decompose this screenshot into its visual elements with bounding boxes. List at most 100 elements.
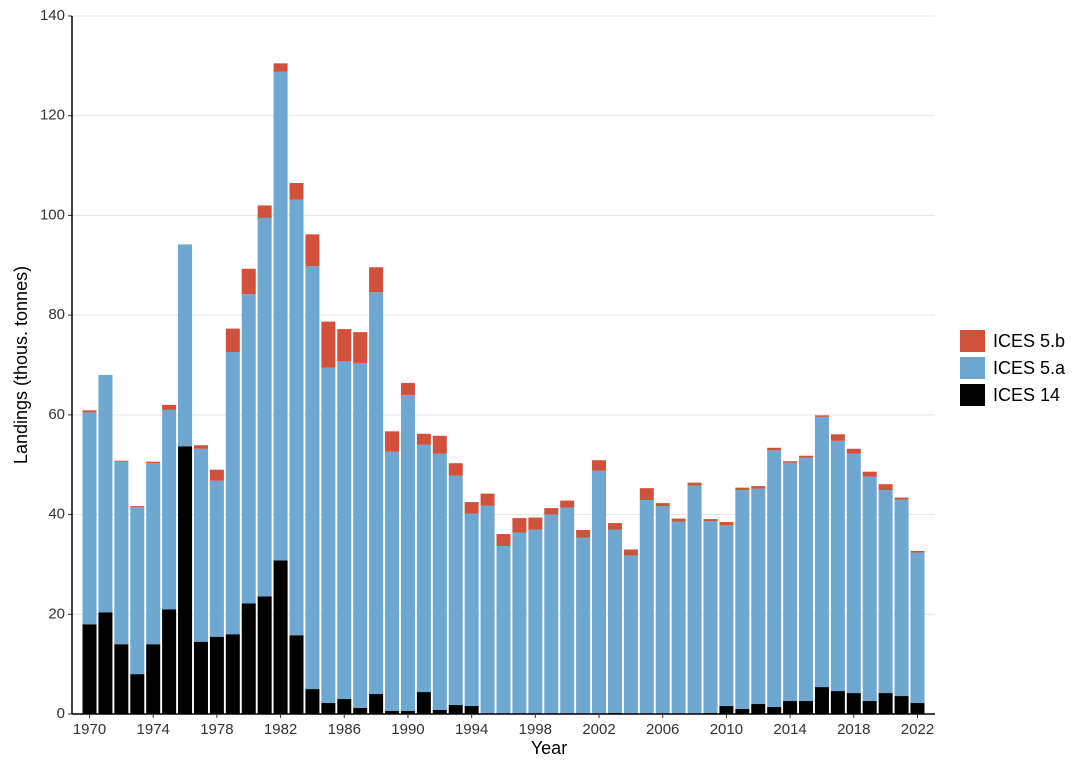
bar-segment xyxy=(544,508,559,515)
bar-segment xyxy=(592,470,607,714)
bar-segment xyxy=(369,694,384,714)
bar-segment xyxy=(448,463,463,476)
bar-segment xyxy=(496,534,511,546)
bar-segment xyxy=(799,455,814,458)
bar-segment xyxy=(305,266,320,690)
bar-segment xyxy=(448,475,463,706)
x-axis-title: Year xyxy=(531,738,567,758)
bar-segment xyxy=(846,448,861,454)
bar-segment xyxy=(623,555,638,714)
bar-segment xyxy=(814,415,829,417)
bar-segment xyxy=(337,329,352,362)
legend-swatch xyxy=(960,357,985,379)
bar-segment xyxy=(894,499,909,697)
bar-segment xyxy=(257,205,272,218)
bar-segment xyxy=(814,687,829,714)
bar-segment xyxy=(576,537,591,714)
y-tick-label: 60 xyxy=(48,406,65,423)
bar-segment xyxy=(209,469,224,481)
legend-label: ICES 5.a xyxy=(993,358,1066,378)
bar-segment xyxy=(751,486,766,489)
bar-segment xyxy=(209,480,224,637)
bar-segment xyxy=(862,471,877,477)
bar-segment xyxy=(512,532,527,714)
legend-swatch xyxy=(960,330,985,352)
bar-segment xyxy=(337,699,352,714)
bar-segment xyxy=(846,693,861,714)
bar-segment xyxy=(82,624,97,714)
x-tick-label: 1994 xyxy=(455,721,488,738)
bar-segment xyxy=(910,552,925,704)
bar-segment xyxy=(830,440,845,692)
bar-segment xyxy=(592,460,607,471)
bar-segment xyxy=(655,503,670,507)
bar-segment xyxy=(193,641,208,714)
bar-segment xyxy=(146,463,161,645)
bar-segment xyxy=(560,507,575,714)
bar-segment xyxy=(225,352,240,635)
x-tick-label: 1970 xyxy=(73,721,106,738)
y-tick-label: 80 xyxy=(48,306,65,323)
bar-segment xyxy=(528,529,543,714)
bar-segment xyxy=(560,500,575,508)
bar-segment xyxy=(114,644,129,714)
bar-segment xyxy=(385,711,400,714)
bar-segment xyxy=(400,382,415,395)
bar-segment xyxy=(400,394,415,712)
bar-segment xyxy=(225,634,240,714)
y-tick-label: 0 xyxy=(57,705,65,722)
bar-segment xyxy=(799,457,814,702)
bar-segment xyxy=(385,451,400,712)
bar-segment xyxy=(783,461,798,463)
bar-segment xyxy=(751,488,766,705)
bar-segment xyxy=(162,609,177,714)
bar-segment xyxy=(671,521,686,714)
bar-segment xyxy=(878,484,893,491)
y-axis-title: Landings (thous. tonnes) xyxy=(11,266,31,464)
bar-segment xyxy=(162,409,177,610)
bar-segment xyxy=(273,71,288,561)
bar-segment xyxy=(767,447,782,451)
bar-segment xyxy=(385,431,400,452)
legend-label: ICES 14 xyxy=(993,385,1060,405)
bar-segment xyxy=(480,505,495,714)
bar-segment xyxy=(910,703,925,714)
bar-segment xyxy=(98,612,113,714)
bar-segment xyxy=(241,268,256,295)
bar-segment xyxy=(719,706,734,714)
bar-segment xyxy=(910,550,925,553)
bar-segment xyxy=(464,502,479,514)
legend-label: ICES 5.b xyxy=(993,331,1065,351)
bar-segment xyxy=(273,560,288,714)
bar-segment xyxy=(639,500,654,714)
bar-segment xyxy=(639,488,654,501)
x-tick-label: 1986 xyxy=(328,721,361,738)
bar-segment xyxy=(416,433,431,445)
bar-segment xyxy=(98,374,113,613)
bar-segment xyxy=(353,332,368,364)
bar-segment xyxy=(130,674,145,714)
bar-segment xyxy=(321,703,336,714)
bar-segment xyxy=(767,450,782,708)
y-tick-label: 140 xyxy=(40,7,65,24)
bar-segment xyxy=(82,412,97,625)
bar-segment xyxy=(178,244,193,447)
bar-segment xyxy=(464,706,479,714)
legend-swatch xyxy=(960,384,985,406)
bar-segment xyxy=(273,63,288,72)
x-tick-label: 1998 xyxy=(519,721,552,738)
x-tick-label: 1990 xyxy=(391,721,424,738)
bar-segment xyxy=(114,461,129,645)
x-tick-label: 2006 xyxy=(646,721,679,738)
bar-segment xyxy=(799,701,814,714)
bar-segment xyxy=(337,361,352,700)
bar-segment xyxy=(878,490,893,694)
bar-segment xyxy=(894,696,909,714)
bar-segment xyxy=(719,525,734,707)
bar-segment xyxy=(735,709,750,714)
bar-segment xyxy=(480,493,495,506)
bar-segment xyxy=(735,487,750,491)
bar-segment xyxy=(544,514,559,714)
x-tick-label: 2014 xyxy=(773,721,806,738)
